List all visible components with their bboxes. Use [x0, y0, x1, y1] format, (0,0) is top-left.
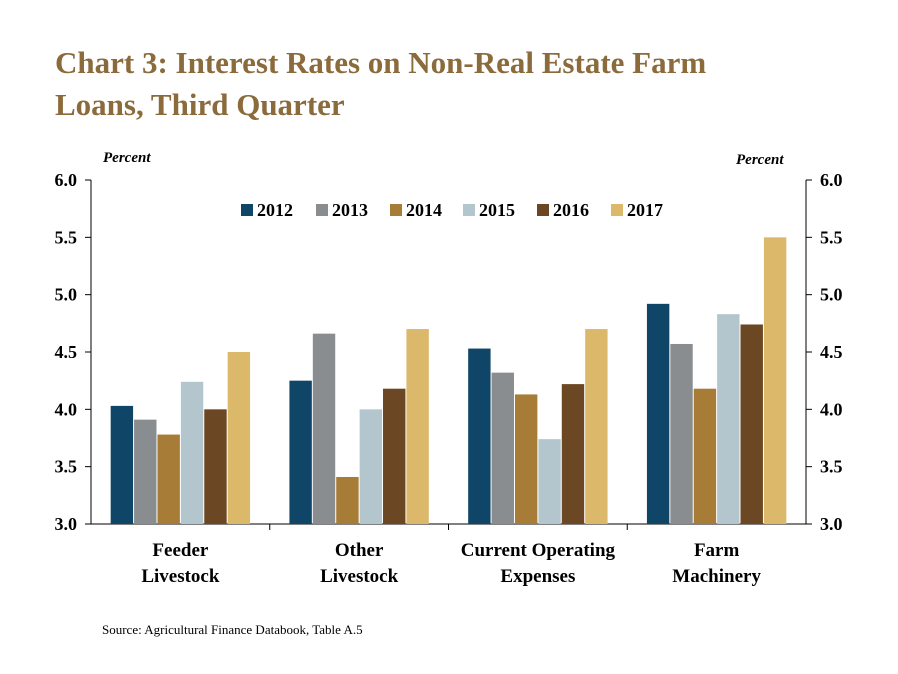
y-tick-label-right: 4.5 — [820, 342, 843, 362]
x-tick-label: Livestock — [141, 566, 220, 587]
bar-2016 — [561, 384, 585, 524]
legend-swatch-2017 — [611, 204, 623, 216]
bar-2014 — [514, 394, 538, 524]
y-tick-label-left: 3.5 — [55, 457, 78, 477]
legend-swatch-2015 — [463, 204, 475, 216]
legend-label-2013: 2013 — [332, 200, 368, 220]
legend-label-2015: 2015 — [479, 200, 515, 220]
y-tick-label-left: 3.0 — [55, 514, 78, 534]
bar-2016 — [740, 324, 763, 524]
x-tick-label: Farm — [694, 540, 740, 561]
legend-swatch-2013 — [316, 204, 328, 216]
bar-2013 — [134, 419, 157, 524]
bar-2014 — [693, 388, 717, 524]
legend-label-2012: 2012 — [257, 200, 293, 220]
right-axis-unit-label: Percent — [736, 152, 784, 168]
y-tick-label-right: 3.5 — [820, 457, 843, 477]
y-tick-label-left: 5.5 — [55, 227, 78, 247]
x-tick-label: Livestock — [320, 566, 399, 587]
chart-title-line-2: Loans, Third Quarter — [55, 87, 345, 122]
bar-2015 — [180, 381, 204, 524]
legend-swatch-2016 — [537, 204, 549, 216]
legend-swatch-2014 — [390, 204, 402, 216]
y-tick-label-right: 4.0 — [820, 399, 843, 419]
x-tick-label: Current Operating — [461, 540, 616, 561]
source-note: Source: Agricultural Finance Databook, T… — [102, 622, 363, 637]
y-tick-label-left: 5.0 — [55, 285, 78, 305]
y-tick-label-left: 6.0 — [55, 170, 78, 190]
x-tick-label: Feeder — [152, 540, 208, 561]
bar-2015 — [538, 439, 561, 524]
bar-2017 — [227, 352, 251, 524]
y-tick-label-right: 5.0 — [820, 285, 843, 305]
legend-swatch-2012 — [241, 204, 253, 216]
x-tick-label: Expenses — [500, 566, 575, 587]
legend-label-2017: 2017 — [627, 200, 663, 220]
bar-2014 — [336, 476, 359, 524]
bar-2012 — [646, 303, 670, 524]
legend-label-2014: 2014 — [406, 200, 442, 220]
left-axis-unit-label: Percent — [103, 150, 151, 166]
bar-2014 — [157, 434, 180, 524]
y-tick-label-right: 3.0 — [820, 514, 843, 534]
x-tick-label: Other — [335, 540, 384, 561]
bar-2012 — [468, 348, 491, 524]
bar-2017 — [763, 237, 787, 525]
legend-label-2016: 2016 — [553, 200, 589, 220]
bar-2012 — [289, 380, 312, 524]
y-tick-label-left: 4.0 — [55, 399, 78, 419]
bar-2013 — [491, 372, 514, 524]
y-tick-label-left: 4.5 — [55, 342, 78, 362]
bar-2013 — [312, 333, 336, 524]
bar-2017 — [406, 329, 429, 524]
bar-2016 — [383, 388, 406, 524]
y-tick-label-right: 5.5 — [820, 227, 843, 247]
bar-2015 — [717, 314, 740, 524]
y-tick-label-right: 6.0 — [820, 170, 843, 190]
chart-title: Chart 3: Interest Rates on Non-Real Esta… — [55, 42, 855, 126]
chart-title-line-1: Chart 3: Interest Rates on Non-Real Esta… — [55, 45, 707, 80]
x-tick-label: Machinery — [672, 566, 761, 587]
bar-2017 — [585, 329, 608, 524]
bar-2016 — [204, 409, 227, 524]
bar-2015 — [359, 409, 383, 524]
bar-2013 — [670, 343, 693, 524]
bar-2012 — [110, 405, 134, 524]
